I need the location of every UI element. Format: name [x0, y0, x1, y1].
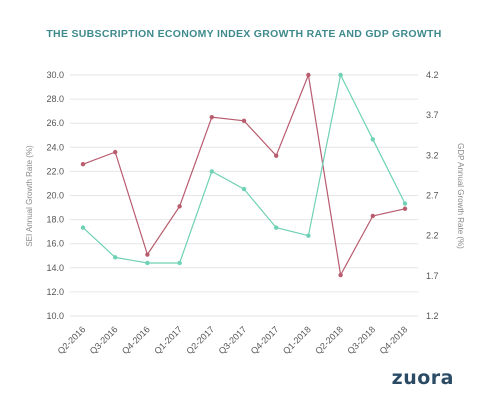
- sei-data-point: [338, 272, 343, 278]
- gdp-data-point: [274, 225, 279, 230]
- sei-data-point: [241, 118, 247, 123]
- gridlines: [70, 74, 418, 317]
- x-tick-label: Q4-2017: [249, 324, 281, 356]
- sei-data-point: [177, 204, 182, 209]
- gdp-data-point: [177, 260, 182, 266]
- zuora-logo: zuora: [392, 367, 454, 389]
- gdp-data-point: [306, 233, 311, 238]
- sei-data-point: [80, 161, 86, 167]
- x-tick-label: Q4-2018: [378, 324, 410, 356]
- x-tick-label: Q3-2017: [217, 324, 249, 356]
- x-tick-label: Q1-2017: [152, 324, 184, 356]
- sei-data-point: [209, 114, 214, 120]
- series-layer: [80, 72, 408, 278]
- left-tick-label: 20.0: [46, 191, 64, 201]
- right-tick-label: 4.2: [426, 70, 439, 80]
- x-axis-ticks: Q2-2016 Q3-2016 Q4-2016 Q1-2017 Q2-2017 Q3-20…: [56, 324, 410, 356]
- x-tick-label: Q2-2016: [56, 324, 88, 356]
- gdp-data-point: [402, 201, 408, 206]
- sei-data-point: [274, 153, 279, 158]
- gdp-data-point: [80, 225, 86, 230]
- gdp-data-point: [338, 72, 343, 78]
- gdp-data-point: [145, 260, 150, 266]
- left-tick-label: 30.0: [46, 70, 64, 80]
- chart-title: THE SUBSCRIPTION ECONOMY INDEX GROWTH RA…: [46, 28, 441, 40]
- right-tick-label: 3.2: [426, 150, 439, 160]
- gdp-data-point: [370, 137, 375, 142]
- left-axis-label: SEI Annual Growth Rate (%): [25, 145, 34, 247]
- left-tick-label: 26.0: [46, 118, 64, 128]
- sei-data-point: [306, 72, 311, 78]
- left-tick-label: 18.0: [46, 215, 64, 225]
- left-tick-label: 22.0: [46, 166, 64, 176]
- x-tick-label: Q2-2018: [313, 324, 345, 356]
- right-tick-label: 1.2: [426, 311, 439, 321]
- right-axis-ticks: 1.2 1.7 2.2 2.7 3.2 3.7 4.2: [426, 70, 439, 321]
- left-tick-label: 24.0: [46, 142, 64, 152]
- left-tick-label: 14.0: [46, 263, 64, 273]
- x-tick-label: Q4-2016: [120, 324, 152, 356]
- gdp-data-point: [241, 186, 247, 192]
- gdp-series-line: [82, 73, 406, 264]
- gdp-data-point: [113, 255, 118, 260]
- left-tick-label: 12.0: [46, 287, 64, 297]
- sei-data-point: [370, 213, 375, 219]
- right-tick-label: 3.7: [426, 110, 439, 120]
- left-tick-label: 28.0: [46, 94, 64, 104]
- x-tick-label: Q1-2018: [281, 324, 313, 356]
- right-tick-label: 2.2: [426, 231, 439, 241]
- x-tick-label: Q3-2018: [345, 324, 377, 356]
- left-tick-label: 16.0: [46, 239, 64, 249]
- sei-data-point: [402, 206, 408, 211]
- right-axis-label: GDP Annual Growth Rate (%): [456, 143, 465, 249]
- x-tick-label: Q2-2017: [184, 324, 216, 356]
- sei-data-point: [113, 149, 118, 155]
- sei-series-line: [82, 72, 406, 277]
- right-tick-label: 1.7: [426, 271, 439, 281]
- left-tick-label: 10.0: [46, 311, 64, 321]
- x-tick-label: Q3-2016: [88, 324, 120, 356]
- left-axis-ticks: 10.0 12.0 14.0 16.0 18.0 20.0 22.0 24.0 26.0 28.0…: [46, 70, 64, 321]
- right-tick-label: 2.7: [426, 191, 439, 201]
- sei-data-point: [145, 252, 150, 257]
- gdp-data-point: [209, 169, 214, 174]
